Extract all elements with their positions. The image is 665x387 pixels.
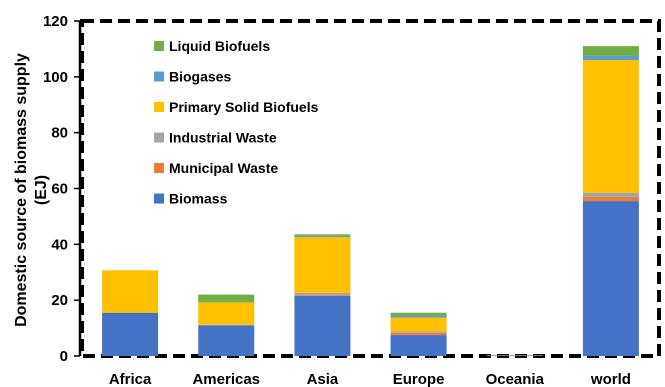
- bar-segment-industrial-waste: [198, 324, 255, 326]
- bar-segment-biogases: [294, 235, 351, 238]
- y-tick-label: 120: [43, 13, 68, 30]
- y-axis-title-line2: (EJ): [33, 175, 50, 205]
- bar-segment-liquid-biofuels: [294, 234, 351, 236]
- legend-swatch: [154, 163, 164, 173]
- y-tick-label: 60: [51, 181, 68, 198]
- bar-segment-biogases: [390, 315, 447, 318]
- bar-segment-biomass: [582, 201, 639, 356]
- legend-swatch: [154, 193, 164, 204]
- bar-segment-primary-solid-biofuels: [582, 60, 639, 193]
- y-tick-label: 0: [60, 348, 68, 365]
- y-tick-label: 100: [43, 69, 68, 86]
- legend-label: Biomass: [169, 191, 228, 207]
- bar-segment-primary-solid-biofuels: [198, 302, 255, 325]
- legend-swatch: [154, 132, 164, 143]
- y-tick-label: 20: [51, 292, 68, 309]
- legend-swatch: [154, 71, 164, 82]
- x-category-label: world: [590, 371, 631, 387]
- legend-swatch: [154, 102, 164, 112]
- bar-segment-industrial-waste: [390, 331, 447, 333]
- y-axis-title-line1: Domestic source of biomass supply: [13, 53, 30, 327]
- bar-segment-industrial-waste: [582, 192, 639, 197]
- bar-segment-primary-solid-biofuels: [294, 237, 351, 293]
- legend-label: Municipal Waste: [169, 160, 278, 176]
- legend-swatch: [154, 41, 164, 51]
- bar-segment-biomass: [486, 355, 543, 356]
- bar-segment-biomass: [390, 335, 447, 356]
- bar-segment-primary-solid-biofuels: [102, 270, 159, 313]
- bar-segment-biomass: [102, 312, 159, 356]
- y-tick-label: 40: [51, 236, 68, 253]
- bar-segment-biomass: [198, 325, 255, 356]
- x-category-label: Americas: [192, 371, 260, 387]
- bar-segment-liquid-biofuels: [390, 312, 447, 316]
- x-category-label: Africa: [109, 371, 152, 387]
- bar-segment-municipal-waste: [294, 295, 351, 296]
- bar-segment-municipal-waste: [390, 332, 447, 336]
- legend-label: Primary Solid Biofuels: [169, 99, 319, 115]
- x-category-label: Oceania: [486, 371, 545, 387]
- plot-area-border: [80, 19, 661, 358]
- legend-label: Biogases: [169, 69, 231, 85]
- bar-segment-biomass: [294, 295, 351, 356]
- bar-segment-biogases: [582, 55, 639, 61]
- bar-segment-primary-solid-biofuels: [390, 317, 447, 332]
- y-tick-label: 80: [51, 125, 68, 142]
- bar-segment-liquid-biofuels: [198, 294, 255, 303]
- bar-segment-industrial-waste: [294, 292, 351, 296]
- x-category-label: Europe: [393, 371, 445, 387]
- bar-segment-municipal-waste: [582, 196, 639, 202]
- legend-label: Liquid Biofuels: [169, 38, 270, 54]
- bar-segment-liquid-biofuels: [582, 46, 639, 56]
- x-category-label: Asia: [307, 371, 339, 387]
- legend-label: Industrial Waste: [169, 130, 277, 146]
